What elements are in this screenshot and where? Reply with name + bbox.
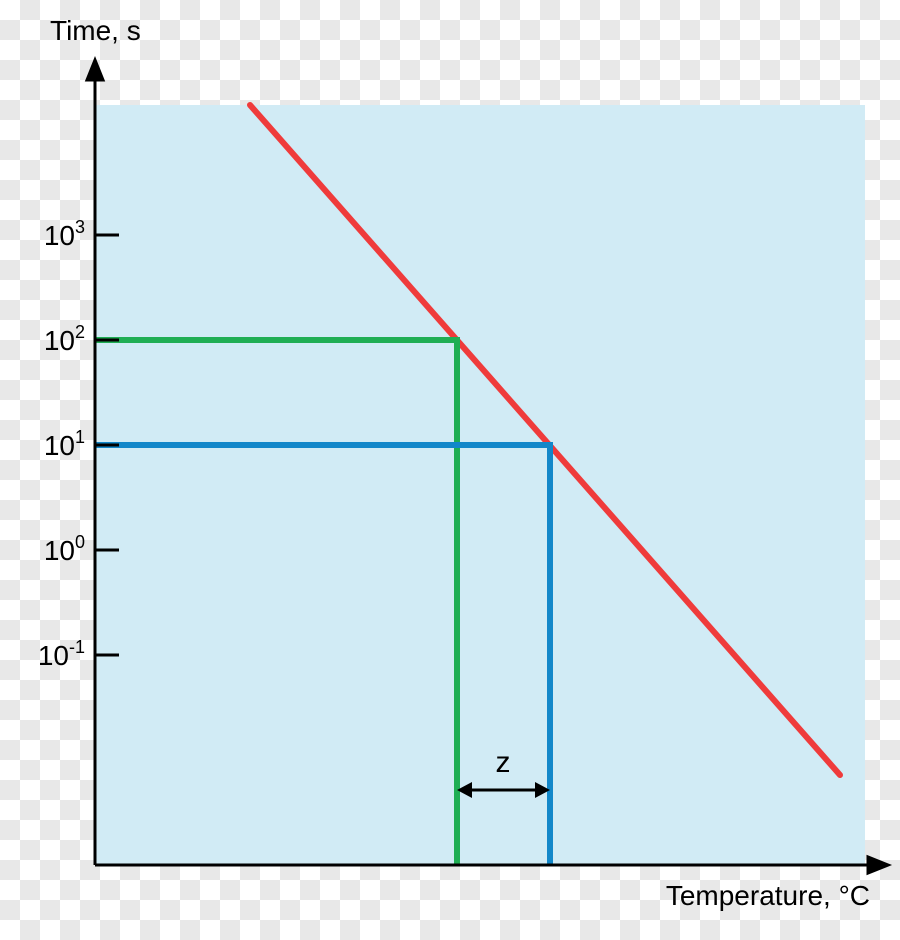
y-tick-label: 100 <box>44 532 85 566</box>
x-axis-title: Temperature, °C <box>666 880 870 911</box>
chart-svg: z 103 102 <box>0 0 900 940</box>
plot-area <box>95 105 865 865</box>
x-axis-arrowhead-icon <box>868 857 888 873</box>
y-axis-title: Time, s <box>50 15 141 46</box>
y-tick-label: 101 <box>44 427 85 461</box>
page-root: z 103 102 <box>0 0 900 940</box>
y-tick-labels: 103 102 101 100 10-1 <box>38 217 85 671</box>
z-label: z <box>496 746 511 779</box>
y-tick-label: 10-1 <box>38 637 85 671</box>
y-tick-label: 103 <box>44 217 85 251</box>
y-tick-label: 102 <box>44 322 85 356</box>
y-axis-arrowhead-icon <box>87 60 103 80</box>
